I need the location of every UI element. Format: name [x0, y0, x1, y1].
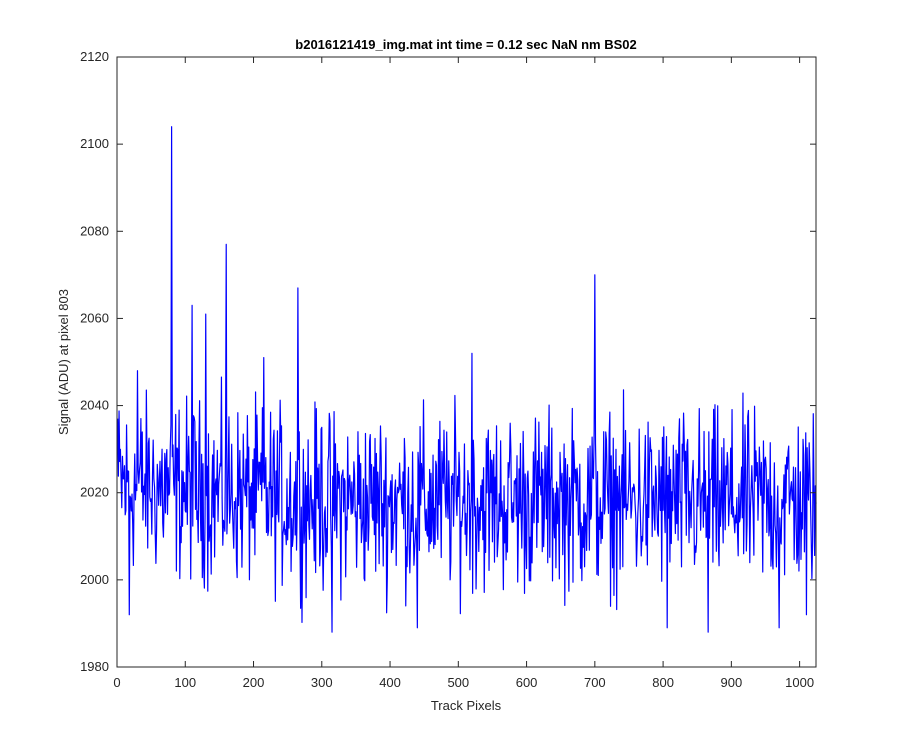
x-tick-label: 800	[652, 675, 674, 690]
plot-area: 0 100 200 300 400 500 600 700 800 900 1000 1980 2000…	[80, 49, 817, 690]
y-axis-label: Signal (ADU) at pixel 803	[56, 289, 71, 435]
axes-box	[116, 56, 817, 668]
x-axis-label: Track Pixels	[431, 698, 502, 713]
x-tick-label: 400	[379, 675, 401, 690]
series-line	[117, 126, 817, 633]
y-tick-label: 2120	[80, 49, 109, 64]
x-tick-label: 700	[584, 675, 606, 690]
x-tick-label: 300	[311, 675, 333, 690]
y-tick-label: 2040	[80, 398, 109, 413]
x-tick-label: 100	[174, 675, 196, 690]
y-tick-label: 2000	[80, 572, 109, 587]
x-tick-label: 500	[447, 675, 469, 690]
y-tick-label: 1980	[80, 659, 109, 674]
x-tick-label: 600	[516, 675, 538, 690]
y-tick-label: 2060	[80, 310, 109, 325]
y-tick-label: 2080	[80, 223, 109, 238]
x-tick-label: 900	[721, 675, 743, 690]
y-tick-label: 2020	[80, 485, 109, 500]
x-tick-label: 1000	[785, 675, 814, 690]
chart-title: b2016121419_img.mat int time = 0.12 sec …	[295, 37, 636, 52]
y-tick-label: 2100	[80, 136, 109, 151]
x-tick-label: 200	[243, 675, 265, 690]
x-tick-label: 0	[113, 675, 120, 690]
